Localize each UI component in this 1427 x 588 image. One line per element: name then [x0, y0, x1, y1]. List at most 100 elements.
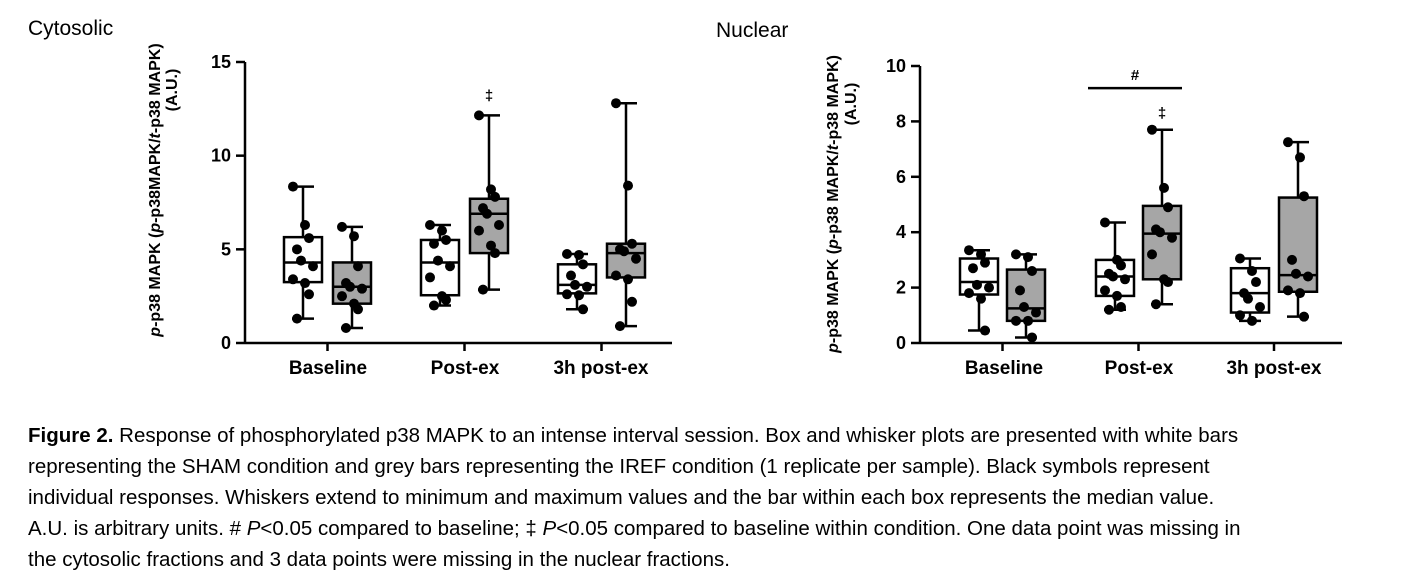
cytosolic-chart: 0 5 10 15 Baseline Post-ex 3h post-ex p-p38 MAP… — [147, 43, 672, 379]
data-point — [490, 248, 500, 259]
data-point — [474, 110, 484, 121]
data-point — [1299, 191, 1309, 202]
data-point — [357, 283, 367, 294]
y-tick-label: 10 — [211, 146, 231, 166]
significance-symbol-dagger: ‡ — [485, 88, 493, 105]
caption-p-symbol-2: P — [542, 517, 557, 540]
data-point — [1031, 307, 1041, 318]
data-point — [1291, 268, 1301, 279]
data-point — [1100, 217, 1110, 228]
data-point — [1108, 271, 1118, 282]
data-point — [570, 279, 580, 290]
data-point — [341, 323, 351, 334]
data-point — [574, 249, 584, 260]
sham-box-post-ex — [1094, 217, 1136, 315]
data-point — [345, 281, 355, 292]
data-point — [964, 245, 974, 256]
data-point — [972, 279, 982, 290]
iref-box-baseline — [331, 221, 373, 334]
data-point — [308, 261, 318, 272]
data-point — [1116, 260, 1126, 271]
data-point — [1147, 124, 1157, 135]
data-point — [1120, 274, 1130, 285]
y-tick-label: 10 — [886, 56, 906, 76]
y-axis-title: p-p38 MAPK (p-p38MAPK/t-p38 MAPK) — [147, 43, 164, 337]
data-point — [1027, 332, 1037, 343]
caption-line-5: the cytosolic fractions and 3 data point… — [28, 548, 730, 571]
data-point — [429, 238, 439, 249]
iref-box-post-ex — [1141, 124, 1183, 310]
data-point — [623, 274, 633, 285]
y-axis-title: p-p38 MAPK (p-p38 MAPK/t-p38 MAPK) — [825, 55, 842, 354]
data-point — [578, 259, 588, 270]
data-point — [1116, 301, 1126, 312]
caption-line-4c: <0.05 compared to baseline within condit… — [556, 517, 1241, 540]
data-point — [562, 289, 572, 300]
data-point — [288, 274, 298, 285]
caption-line-4b: <0.05 compared to baseline; ‡ — [260, 517, 543, 540]
caption-line-1-text: Response of phosphorylated p38 MAPK to a… — [113, 424, 1239, 447]
box-plot-figure: 0 5 10 15 Baseline Post-ex 3h post-ex p-p38 MAP… — [147, 43, 1342, 379]
data-point — [1027, 265, 1037, 276]
data-point — [441, 234, 451, 245]
data-point — [425, 219, 435, 230]
panel-label-nuclear: Nuclear — [716, 19, 789, 42]
caption-p-symbol-1: P — [246, 517, 261, 540]
y-tick-label: 15 — [211, 52, 231, 72]
data-point — [1147, 249, 1157, 260]
data-point — [445, 261, 455, 272]
data-point — [623, 180, 633, 191]
data-point — [292, 244, 302, 255]
data-point — [984, 282, 994, 293]
data-point — [562, 249, 572, 260]
y-tick-label: 4 — [896, 222, 906, 242]
data-point — [1287, 254, 1297, 265]
data-point — [429, 300, 439, 311]
data-point — [578, 304, 588, 315]
caption-line-3: individual responses. Whiskers extend to… — [28, 486, 1215, 509]
data-point — [300, 219, 310, 230]
data-point — [1303, 271, 1313, 282]
iqr-box — [1141, 204, 1183, 281]
significance-symbol-dagger: ‡ — [1158, 105, 1166, 122]
sham-box-3h-post-ex — [1229, 253, 1271, 326]
data-point — [1283, 137, 1293, 148]
data-point — [582, 281, 592, 292]
figure-caption: Figure 2. Response of phosphorylated p38… — [28, 420, 1413, 575]
data-point — [304, 289, 314, 300]
data-point — [1151, 299, 1161, 310]
data-point — [1163, 202, 1173, 213]
y-tick-label: 2 — [896, 278, 906, 298]
data-point — [1159, 182, 1169, 193]
y-tick-label: 8 — [896, 111, 906, 131]
nuclear-chart: 0 2 4 6 8 10 Baseline Post-ex 3h post-ex p-p38 MA… — [825, 55, 1342, 379]
data-point — [1015, 285, 1025, 296]
caption-line-2: representing the SHAM condition and grey… — [28, 455, 1210, 478]
data-point — [611, 270, 621, 281]
data-point — [296, 255, 306, 266]
y-axis-title-units: (A.U.) — [164, 69, 181, 112]
significance-symbol-hash: # — [1131, 67, 1140, 84]
y-axis-title-units: (A.U.) — [843, 83, 860, 126]
data-point — [1295, 288, 1305, 299]
data-point — [615, 321, 625, 332]
x-category-label: Post-ex — [431, 358, 500, 379]
data-point — [486, 184, 496, 195]
data-point — [1112, 290, 1122, 301]
data-point — [968, 263, 978, 274]
data-point — [619, 246, 629, 257]
data-point — [433, 255, 443, 266]
iref-box-baseline — [1005, 249, 1047, 343]
data-point — [1235, 310, 1245, 321]
data-point — [353, 304, 363, 315]
caption-line-4: A.U. is arbitrary units. # P<0.05 compar… — [28, 513, 1413, 544]
data-point — [627, 238, 637, 249]
data-point — [1163, 277, 1173, 288]
y-tick-label: 0 — [896, 333, 906, 353]
data-point — [611, 98, 621, 109]
sham-box-baseline — [958, 245, 1000, 336]
x-category-label: Baseline — [965, 358, 1043, 379]
data-point — [441, 294, 451, 305]
data-point — [478, 284, 488, 295]
iref-box-3h-post-ex — [1277, 137, 1319, 322]
